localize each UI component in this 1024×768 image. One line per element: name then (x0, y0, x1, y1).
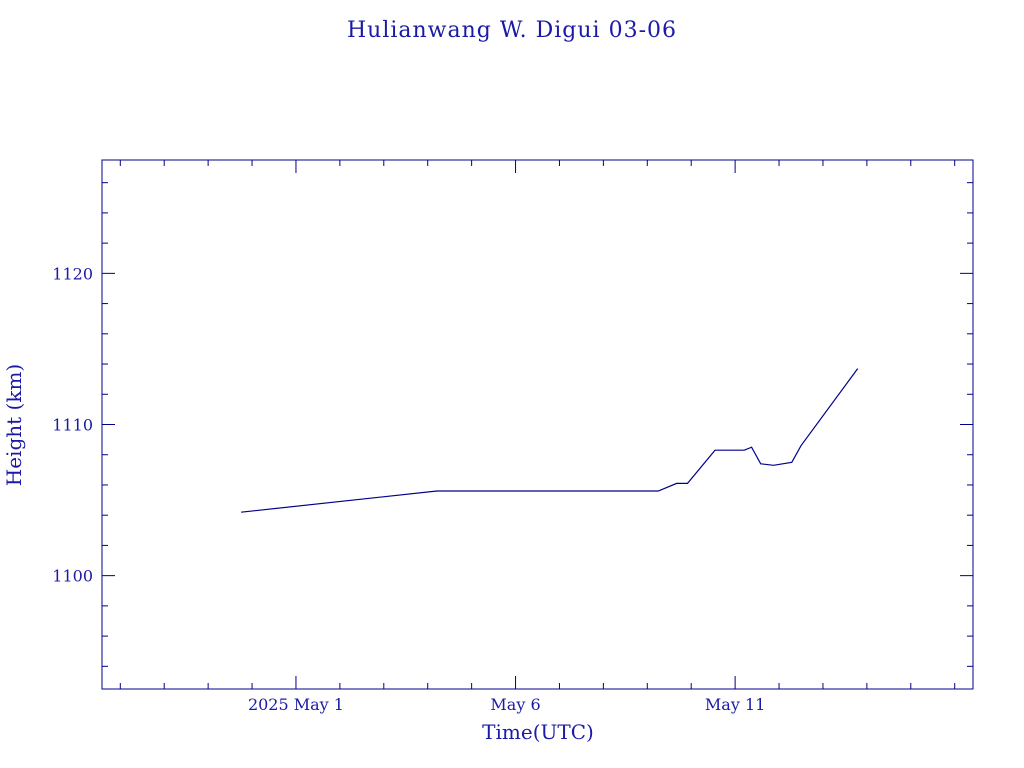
y-tick-label: 1100 (52, 567, 93, 586)
x-tick-label: May 6 (490, 695, 540, 714)
y-axis-label: Height (km) (2, 364, 26, 486)
plot-frame (101, 159, 974, 690)
x-axis-label: Time(UTC) (482, 720, 594, 744)
series-line-height (241, 368, 859, 513)
tick-labels: 2025 May 1 May 6 May 11 1100 1110 1120 (52, 264, 765, 714)
x-tick-label: May 11 (705, 695, 765, 714)
axis-ticks (102, 160, 973, 689)
y-tick-label: 1110 (52, 416, 93, 435)
chart-title: Hulianwang W. Digui 03-06 (347, 18, 677, 43)
y-tick-label: 1120 (52, 264, 93, 283)
x-tick-label: 2025 May 1 (248, 695, 344, 714)
